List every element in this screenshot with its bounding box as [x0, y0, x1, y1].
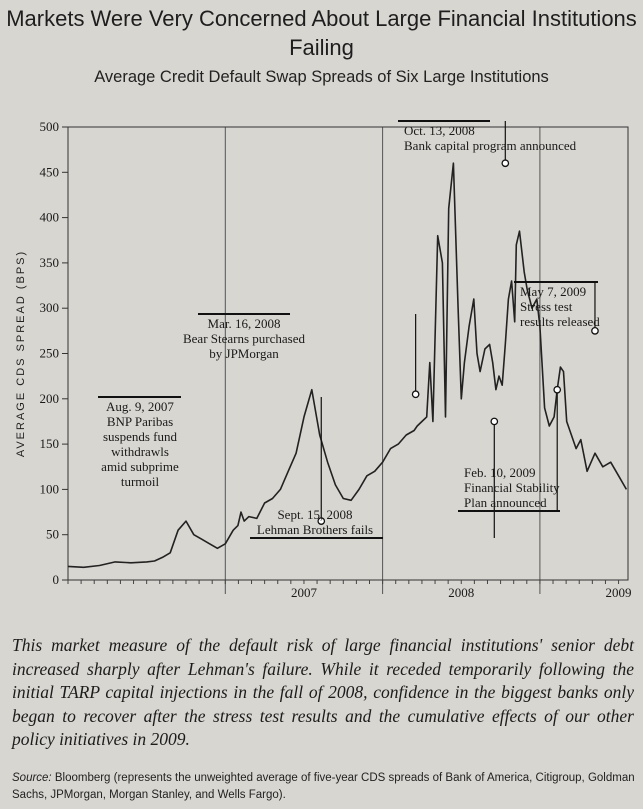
- annotation-marker: [411, 390, 420, 399]
- y-tick-label: 100: [40, 481, 60, 496]
- annotation-text: Stress test: [520, 299, 573, 314]
- annotation-text: suspends fund: [103, 429, 178, 444]
- annotation-text: Bank capital program announced: [404, 138, 577, 153]
- source-note: Source: Bloomberg (represents the unweig…: [12, 770, 638, 804]
- annotation-text: turmoil: [121, 474, 160, 489]
- annotation-marker: [553, 385, 562, 394]
- cds-spread-chart: 0 50 100 150 200 250 300 350 400 450 500 2007 2008 20…: [15, 119, 632, 600]
- annotation-text: Financial Stability: [464, 480, 560, 495]
- y-tick-label: 350: [40, 255, 60, 270]
- y-tick-label: 0: [53, 572, 60, 587]
- x-tick-label: 2008: [448, 585, 474, 600]
- y-tick-label: 250: [40, 346, 60, 361]
- figure-caption: This market measure of the default risk …: [12, 635, 634, 749]
- annotation-text: by JPMorgan: [209, 346, 279, 361]
- series: [67, 162, 628, 569]
- annotation-text: withdrawls: [111, 444, 169, 459]
- x-tick-label: 2007: [291, 585, 318, 600]
- annotation-text: Bear Stearns purchased: [183, 331, 306, 346]
- annotation-marker: [490, 417, 499, 426]
- annotation-marker: [501, 159, 510, 168]
- annotation-date: Mar. 16, 2008: [208, 316, 281, 331]
- annotation-date: Oct. 13, 2008: [404, 123, 475, 138]
- chart-title: Markets Were Very Concerned About Large …: [6, 6, 637, 60]
- source-text: Bloomberg (represents the unweighted ave…: [12, 772, 635, 801]
- y-tick-label: 150: [40, 436, 60, 451]
- y-tick-label: 50: [46, 527, 59, 542]
- y-tick-label: 400: [40, 210, 60, 225]
- annotation-text: Plan announced: [464, 495, 547, 510]
- annotation-text: Lehman Brothers fails: [257, 522, 373, 537]
- grid: [224, 127, 541, 594]
- annotation-text: results released: [520, 314, 600, 329]
- annotation-text: amid subprime: [101, 459, 179, 474]
- chart-subtitle: Average Credit Default Swap Spreads of S…: [94, 68, 549, 86]
- cds-spread-line: [67, 162, 628, 569]
- y-tick-label: 300: [40, 300, 60, 315]
- y-tick-label: 450: [40, 164, 60, 179]
- annotation-text: BNP Paribas: [107, 414, 173, 429]
- title-block: Markets Were Very Concerned About Large …: [0, 4, 643, 88]
- annotation-date: Aug. 9, 2007: [106, 399, 174, 414]
- axes: 0 50 100 150 200 250 300 350 400 450 500 2007 2008 20…: [15, 119, 632, 600]
- y-tick-label: 200: [40, 391, 60, 406]
- y-axis-label: AVERAGE CDS SPREAD (BPS): [15, 250, 27, 457]
- x-tick-label: 2009: [606, 585, 632, 600]
- annotation-marker: [317, 517, 326, 525]
- annotation-date: Feb. 10, 2009: [464, 465, 536, 480]
- source-label: Source:: [12, 772, 52, 784]
- annotation-date: Sept. 15, 2008: [277, 507, 352, 522]
- annotation-marker: [591, 327, 599, 335]
- y-tick-label: 500: [40, 119, 60, 134]
- annotation-date: May 7, 2009: [520, 284, 586, 299]
